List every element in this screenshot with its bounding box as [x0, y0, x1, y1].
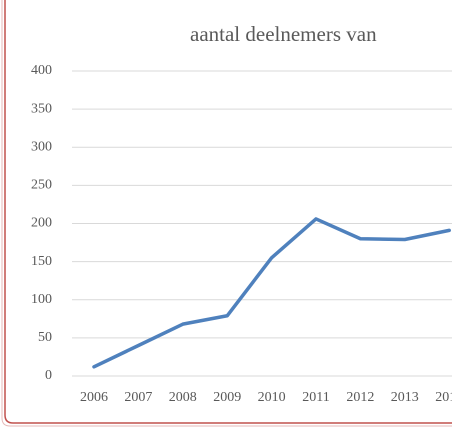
chart-title: aantal deelnemers van	[190, 22, 377, 46]
x-tick-label: 2008	[169, 390, 197, 405]
x-tick-label: 2009	[213, 390, 241, 405]
y-tick-label: 50	[38, 330, 52, 345]
x-tick-label: 2012	[346, 390, 374, 405]
x-tick-label: 2013	[391, 390, 419, 405]
y-tick-label: 100	[31, 292, 52, 307]
y-tick-label: 0	[45, 368, 52, 383]
x-tick-label: 2006	[80, 390, 108, 405]
y-tick-label: 350	[31, 101, 52, 116]
x-tick-label: 2007	[124, 390, 152, 405]
chart-frame	[4, 0, 452, 424]
y-tick-label: 400	[31, 63, 52, 78]
y-tick-label: 250	[31, 178, 52, 193]
x-tick-label: 2011	[302, 390, 329, 405]
y-tick-label: 300	[31, 139, 52, 154]
y-tick-label: 200	[31, 216, 52, 231]
data-line	[92, 217, 451, 369]
x-tick-label: 2014	[435, 390, 452, 405]
y-tick-label: 150	[31, 254, 52, 269]
x-tick-label: 2010	[258, 390, 286, 405]
